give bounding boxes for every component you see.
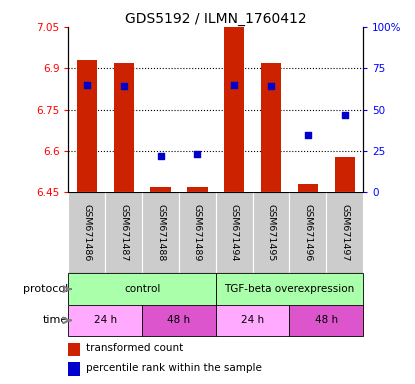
Bar (179, 192, 216, 273)
Bar (68, 343, 80, 356)
Text: TGF-beta overexpression: TGF-beta overexpression (225, 284, 354, 294)
Bar (216, 305, 290, 336)
Text: GSM671488: GSM671488 (156, 204, 165, 262)
Text: GSM671494: GSM671494 (230, 204, 239, 262)
Bar (334, 157, 355, 192)
Text: 24 h: 24 h (241, 315, 264, 325)
Text: percentile rank within the sample: percentile rank within the sample (86, 363, 262, 373)
Bar (142, 192, 179, 273)
Text: GSM671487: GSM671487 (119, 204, 128, 262)
Point (305, 131, 311, 137)
Point (194, 151, 201, 157)
Text: GSM671497: GSM671497 (340, 204, 349, 262)
Bar (150, 187, 171, 192)
Bar (216, 192, 253, 273)
Point (120, 83, 127, 89)
Point (231, 82, 237, 88)
Point (268, 83, 274, 89)
Bar (224, 27, 244, 192)
Bar (68, 305, 142, 336)
Bar (105, 192, 142, 273)
Bar (290, 305, 363, 336)
Text: GSM671496: GSM671496 (303, 204, 312, 262)
Bar (142, 305, 216, 336)
Text: GSM671489: GSM671489 (193, 204, 202, 262)
Bar (253, 192, 290, 273)
Bar (326, 192, 363, 273)
Text: protocol: protocol (23, 284, 68, 294)
Bar (114, 63, 134, 192)
Bar (298, 184, 318, 192)
Point (83, 82, 90, 88)
Point (342, 112, 348, 118)
Bar (187, 187, 208, 192)
Text: control: control (124, 284, 160, 294)
Bar (68, 362, 80, 376)
Title: GDS5192 / ILMN_1760412: GDS5192 / ILMN_1760412 (125, 12, 307, 26)
Text: 24 h: 24 h (94, 315, 117, 325)
Point (157, 153, 164, 159)
Bar (261, 63, 281, 192)
Text: 48 h: 48 h (167, 315, 190, 325)
Bar (77, 60, 97, 192)
Text: time: time (43, 315, 68, 325)
Bar (68, 273, 216, 305)
Bar (68, 192, 105, 273)
Bar (290, 192, 326, 273)
Text: GSM671486: GSM671486 (83, 204, 91, 262)
Text: GSM671495: GSM671495 (266, 204, 276, 262)
Text: transformed count: transformed count (86, 343, 183, 353)
Text: 48 h: 48 h (315, 315, 338, 325)
Bar (216, 273, 363, 305)
